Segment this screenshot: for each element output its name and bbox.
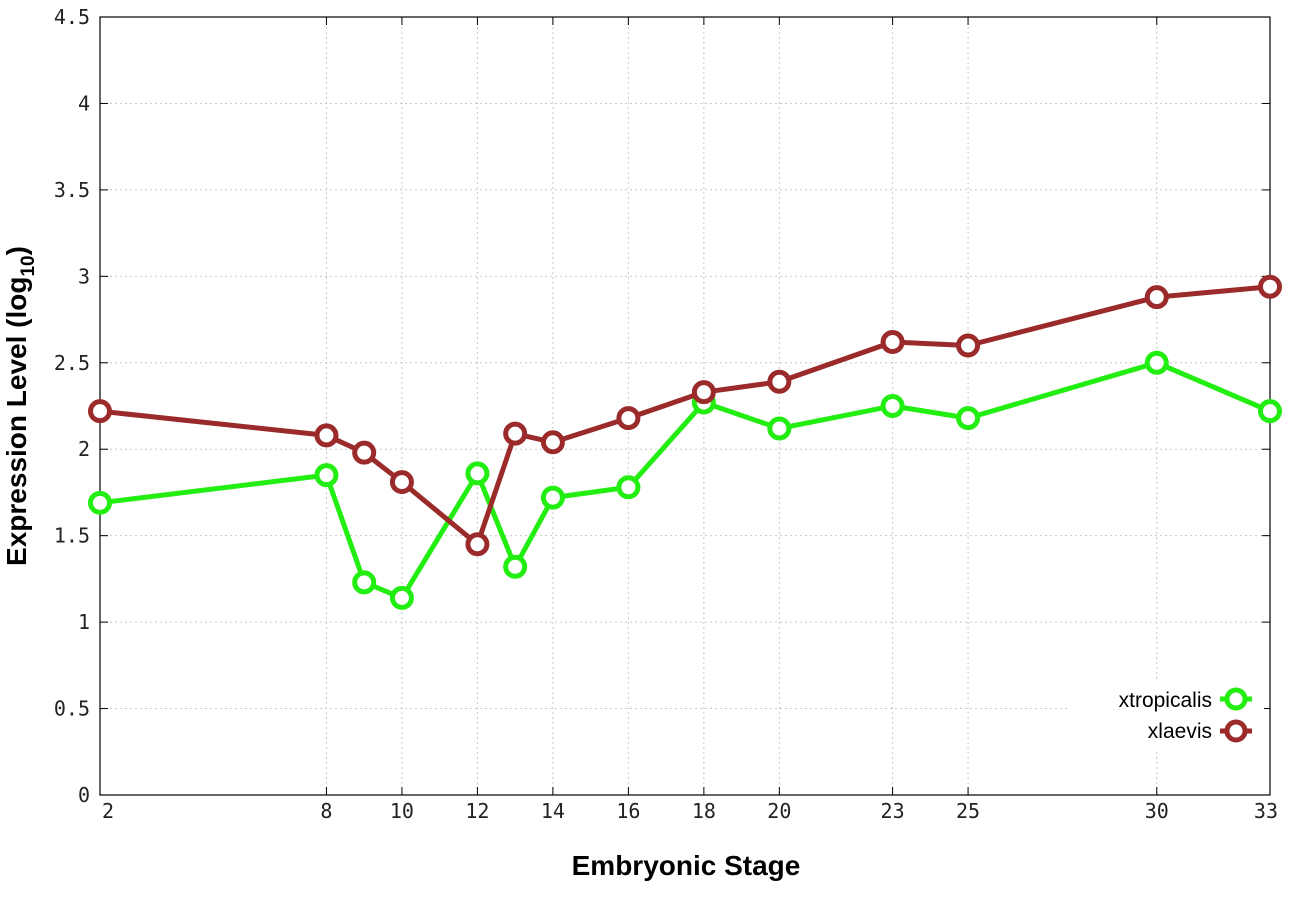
data-point-xlaevis	[956, 333, 981, 358]
series-line-xlaevis	[99, 284, 1271, 547]
data-point-xlaevis	[389, 470, 414, 495]
data-point-xtropicalis	[465, 461, 490, 486]
data-point-xtropicalis	[88, 490, 112, 515]
y-axis-title-close: )	[1, 246, 32, 255]
data-point-xtropicalis	[352, 570, 377, 595]
legend: xtropicalis xlaevis	[1068, 680, 1264, 750]
y-tick-label: 4.5	[54, 5, 90, 29]
legend-swatch-marker-xlaevis	[1224, 719, 1248, 743]
y-axis-title-subscript: 10	[18, 255, 39, 276]
x-axis: 2 8 10 12 14 16 18 20 23 25 30 33	[99, 17, 1278, 823]
series-layer	[88, 274, 1282, 610]
data-point-xlaevis	[88, 399, 112, 424]
x-tick-label: 14	[541, 799, 565, 823]
legend-swatch-marker-xtropicalis	[1224, 687, 1248, 711]
x-tick-label: 33	[1254, 799, 1278, 823]
x-tick-label: 2	[102, 799, 114, 823]
data-point-xlaevis	[352, 440, 377, 465]
y-tick-label: 0	[78, 783, 90, 807]
x-tick-label: 16	[616, 799, 640, 823]
data-point-xtropicalis	[1258, 399, 1282, 424]
y-axis-title: Expression Level (log10)	[1, 246, 39, 566]
data-point-xlaevis	[767, 369, 792, 394]
data-point-xlaevis	[465, 532, 490, 557]
legend-label-xlaevis: xlaevis	[1148, 720, 1212, 743]
data-point-xtropicalis	[956, 406, 981, 431]
y-tick-label: 2	[78, 437, 90, 461]
x-axis-title: Embryonic Stage	[572, 850, 801, 881]
data-point-xlaevis	[880, 330, 905, 355]
x-tick-label: 30	[1145, 799, 1169, 823]
data-point-xlaevis	[314, 423, 339, 448]
data-point-xtropicalis	[767, 416, 792, 441]
x-tick-label: 20	[767, 799, 791, 823]
data-point-xlaevis	[540, 430, 565, 455]
data-point-xtropicalis	[503, 554, 528, 579]
x-tick-label: 10	[390, 799, 414, 823]
y-tick-label: 1	[78, 610, 90, 634]
data-point-xlaevis	[616, 406, 641, 431]
y-tick-label: 0.5	[54, 697, 90, 721]
plot-frame	[99, 16, 1271, 796]
data-point-xtropicalis	[1144, 350, 1169, 375]
y-tick-label: 1.5	[54, 524, 90, 548]
data-point-xtropicalis	[540, 485, 565, 510]
data-point-xlaevis	[1258, 274, 1282, 299]
x-tick-label: 12	[465, 799, 489, 823]
data-point-xtropicalis	[880, 394, 905, 418]
x-tick-label: 18	[692, 799, 716, 823]
x-tick-label: 23	[881, 799, 905, 823]
data-point-xlaevis	[503, 421, 528, 446]
data-point-xtropicalis	[389, 585, 414, 610]
grid-lines	[100, 17, 1270, 795]
legend-label-xtropicalis: xtropicalis	[1119, 689, 1212, 712]
x-tick-label: 25	[956, 799, 980, 823]
x-tick-label: 8	[320, 799, 332, 823]
y-tick-label: 3.5	[54, 178, 90, 202]
y-tick-label: 3	[78, 264, 90, 288]
data-point-xtropicalis	[616, 475, 641, 500]
data-point-xlaevis	[691, 380, 716, 405]
data-point-xlaevis	[1144, 285, 1169, 310]
y-tick-label: 2.5	[54, 351, 90, 375]
y-tick-label: 4	[78, 91, 90, 115]
y-axis: 0 0.5 1 1.5 2 2.5 3 3.5 4 4.5	[54, 5, 1270, 807]
data-point-xtropicalis	[314, 463, 339, 488]
y-axis-title-main: Expression Level (log	[1, 277, 32, 566]
